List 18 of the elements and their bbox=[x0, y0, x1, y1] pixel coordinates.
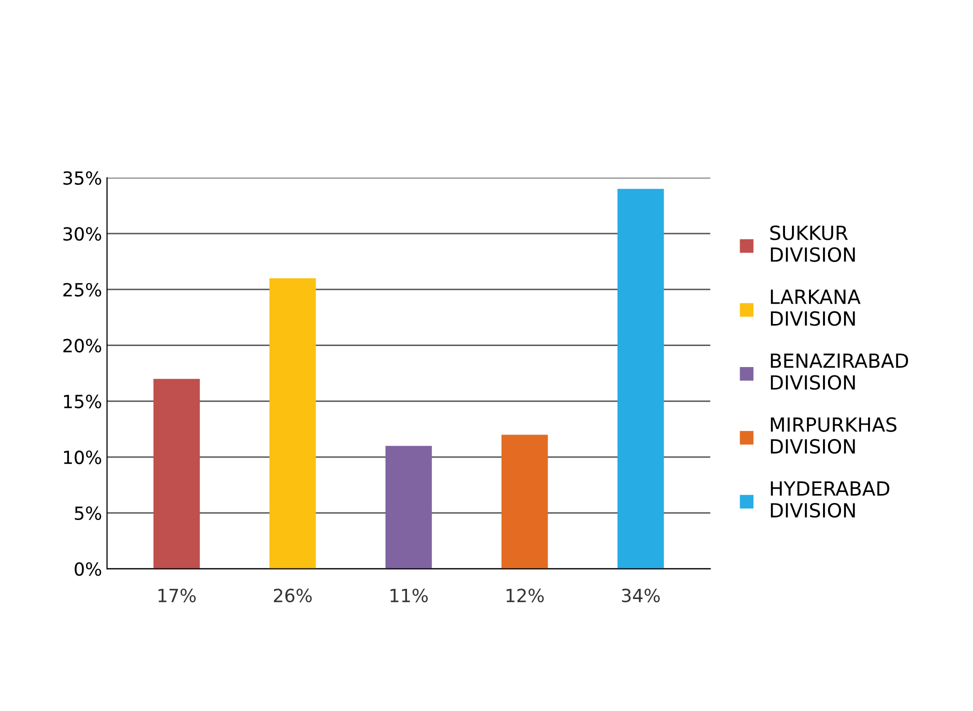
y-tick-label: 35% bbox=[63, 171, 102, 185]
data-label: 34% bbox=[622, 588, 660, 602]
data-label: 26% bbox=[274, 588, 312, 602]
legend-label: SUKKUR DIVISION bbox=[770, 225, 855, 262]
legend-label: LARKANA DIVISION bbox=[770, 290, 860, 326]
y-tick-label: 20% bbox=[63, 338, 102, 352]
data-label: 11% bbox=[390, 588, 428, 602]
y-tick-label: 0% bbox=[74, 562, 102, 576]
legend-label: HYDERABAD DIVISION bbox=[770, 481, 890, 518]
legend-label: MIRPURKHAS DIVISION bbox=[770, 417, 896, 454]
y-tick-label: 15% bbox=[64, 394, 102, 408]
data-label: 12% bbox=[506, 588, 544, 602]
y-tick-label: 30% bbox=[63, 227, 102, 241]
y-tick-label: 5% bbox=[74, 506, 102, 520]
data-label: 17% bbox=[158, 588, 196, 602]
y-tick-label: 10% bbox=[64, 450, 102, 464]
y-tick-label: 25% bbox=[63, 282, 102, 297]
legend-label: BENAZIRABAD DIVISION bbox=[770, 354, 908, 390]
